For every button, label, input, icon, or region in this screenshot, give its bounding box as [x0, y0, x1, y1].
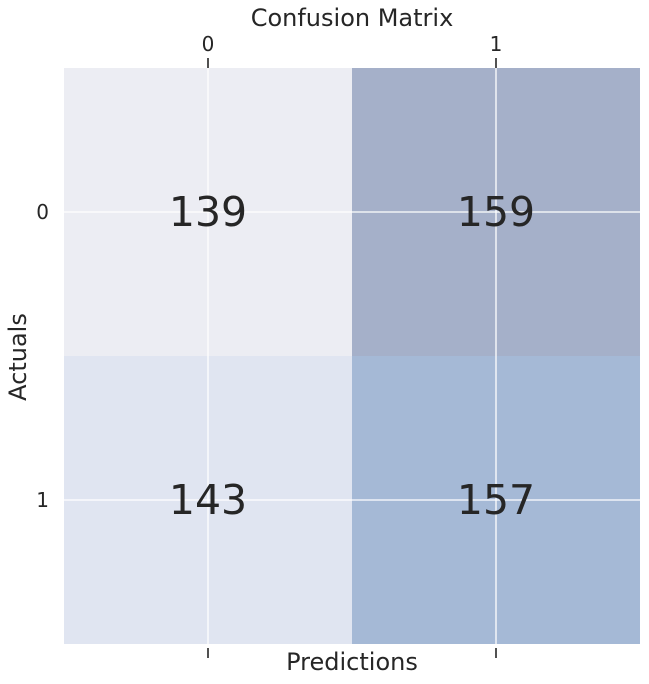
y-tick-label-1: 1 — [36, 488, 49, 512]
cell-value-0-1: 159 — [457, 188, 535, 236]
chart-title: Confusion Matrix — [251, 4, 454, 32]
cell-value-1-1: 157 — [457, 476, 535, 524]
heatmap-cells — [64, 68, 640, 644]
cell-value-labels: 139 159 143 157 — [169, 188, 535, 524]
y-tick-label-0: 0 — [36, 200, 49, 224]
y-axis-label: Actuals — [4, 313, 32, 401]
x-tick-label-1: 1 — [490, 32, 503, 56]
axis-ticks: 0 1 0 1 — [36, 32, 502, 658]
cell-value-0-0: 139 — [169, 188, 247, 236]
x-tick-label-0: 0 — [202, 32, 215, 56]
x-axis-label: Predictions — [286, 648, 418, 676]
gridlines — [64, 68, 640, 644]
cell-value-1-0: 143 — [169, 476, 247, 524]
